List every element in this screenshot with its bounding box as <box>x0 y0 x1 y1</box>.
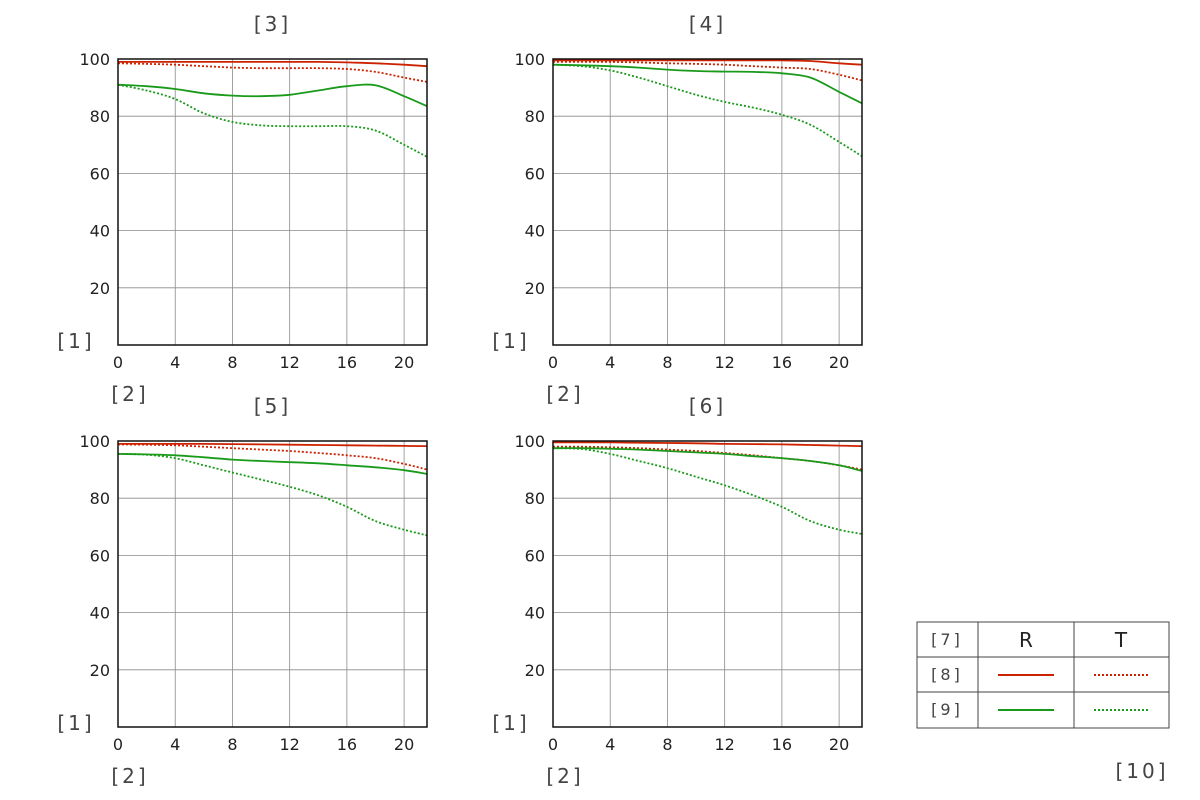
x-tick-label: 8 <box>662 735 672 754</box>
x-tick-label: 12 <box>714 735 734 754</box>
y-tick-label: 100 <box>514 432 545 451</box>
series-line-dotted <box>117 453 428 537</box>
series-line-dotted <box>117 83 428 158</box>
x-axis-label: [2] <box>111 382 148 406</box>
y-tick-label: 60 <box>525 546 545 565</box>
plot-frame <box>117 440 428 728</box>
x-tick-label: 12 <box>279 353 299 372</box>
series-line-dotted <box>117 443 428 471</box>
y-tick-label: 40 <box>525 222 545 241</box>
x-tick-label: 16 <box>337 353 357 372</box>
x-tick-label: 12 <box>714 353 734 372</box>
plot-frame <box>552 58 863 346</box>
chart-title: [3] <box>254 12 291 36</box>
x-axis-label: [2] <box>111 764 148 788</box>
x-tick-label: 12 <box>279 735 299 754</box>
x-axis-label: [2] <box>546 382 583 406</box>
series-line-solid <box>552 63 863 105</box>
y-tick-label: 80 <box>525 107 545 126</box>
x-tick-label: 20 <box>394 735 414 754</box>
y-tick-label: 100 <box>79 50 110 69</box>
series-line-dotted <box>552 60 863 82</box>
x-tick-label: 16 <box>772 735 792 754</box>
series-line-dotted <box>552 447 863 535</box>
series-line-solid <box>117 83 428 108</box>
x-tick-label: 4 <box>170 735 180 754</box>
y-tick-label: 40 <box>525 604 545 623</box>
series-line-solid <box>117 442 428 447</box>
y-tick-label: 60 <box>525 164 545 183</box>
y-tick-label: 60 <box>90 546 110 565</box>
series-line-solid <box>117 453 428 475</box>
x-tick-label: 8 <box>227 735 237 754</box>
x-axis-label: [2] <box>546 764 583 788</box>
chart-panel-3: 0 4 8 12 16 20 20 40 60 80 100 [5] [1] [2] <box>57 394 428 788</box>
figure-bottom-label: [10] <box>1115 759 1168 783</box>
y-tick-label: 60 <box>90 164 110 183</box>
chart-panel-1: 0 4 8 12 16 20 20 40 60 80 100 [3] [1] [2] <box>57 12 428 406</box>
plot-frame <box>552 440 863 728</box>
chart-panel-2: 0 4 8 12 16 20 20 40 60 80 100 [4] [1] [2] <box>492 12 863 406</box>
series-line-dotted <box>552 63 863 157</box>
legend-row-label: [8] <box>931 665 963 684</box>
x-tick-label: 8 <box>662 353 672 372</box>
plot-frame <box>117 58 428 346</box>
y-tick-label: 80 <box>90 107 110 126</box>
y-axis-label: [1] <box>57 329 94 353</box>
x-tick-label: 0 <box>548 735 558 754</box>
y-tick-label: 20 <box>525 661 545 680</box>
series-line-solid <box>552 447 863 472</box>
legend-row-label: [9] <box>931 700 963 719</box>
x-tick-label: 20 <box>829 735 849 754</box>
series-line-solid <box>552 59 863 66</box>
legend-header-label: [7] <box>931 630 963 649</box>
series-line-solid <box>117 60 428 68</box>
y-tick-label: 100 <box>514 50 545 69</box>
legend-col-r: R <box>1019 628 1033 652</box>
chart-title: [5] <box>254 394 291 418</box>
y-tick-label: 100 <box>79 432 110 451</box>
legend-table: [7] R T [8] [9] <box>916 621 1170 729</box>
y-tick-label: 20 <box>525 279 545 298</box>
x-tick-label: 20 <box>394 353 414 372</box>
series-line-dotted <box>552 445 863 471</box>
y-tick-label: 80 <box>90 489 110 508</box>
y-tick-label: 20 <box>90 661 110 680</box>
x-tick-label: 4 <box>605 353 615 372</box>
chart-title: [4] <box>689 12 726 36</box>
x-tick-label: 0 <box>548 353 558 372</box>
chart-title: [6] <box>689 394 726 418</box>
x-tick-label: 4 <box>170 353 180 372</box>
x-tick-label: 4 <box>605 735 615 754</box>
x-tick-label: 16 <box>337 735 357 754</box>
y-tick-label: 80 <box>525 489 545 508</box>
y-axis-label: [1] <box>492 711 529 735</box>
y-tick-label: 40 <box>90 604 110 623</box>
x-tick-label: 16 <box>772 353 792 372</box>
legend-border <box>916 621 1170 729</box>
series-line-solid <box>553 441 863 447</box>
chart-panel-4: 0 4 8 12 16 20 20 40 60 80 100 [6] [1] [2] <box>492 394 863 788</box>
y-tick-label: 40 <box>90 222 110 241</box>
y-tick-label: 20 <box>90 279 110 298</box>
x-tick-label: 8 <box>227 353 237 372</box>
series-line-dotted <box>117 62 428 83</box>
y-axis-label: [1] <box>57 711 94 735</box>
x-tick-label: 0 <box>113 735 123 754</box>
x-tick-label: 20 <box>829 353 849 372</box>
legend-col-t: T <box>1114 628 1128 652</box>
y-axis-label: [1] <box>492 329 529 353</box>
x-tick-label: 0 <box>113 353 123 372</box>
